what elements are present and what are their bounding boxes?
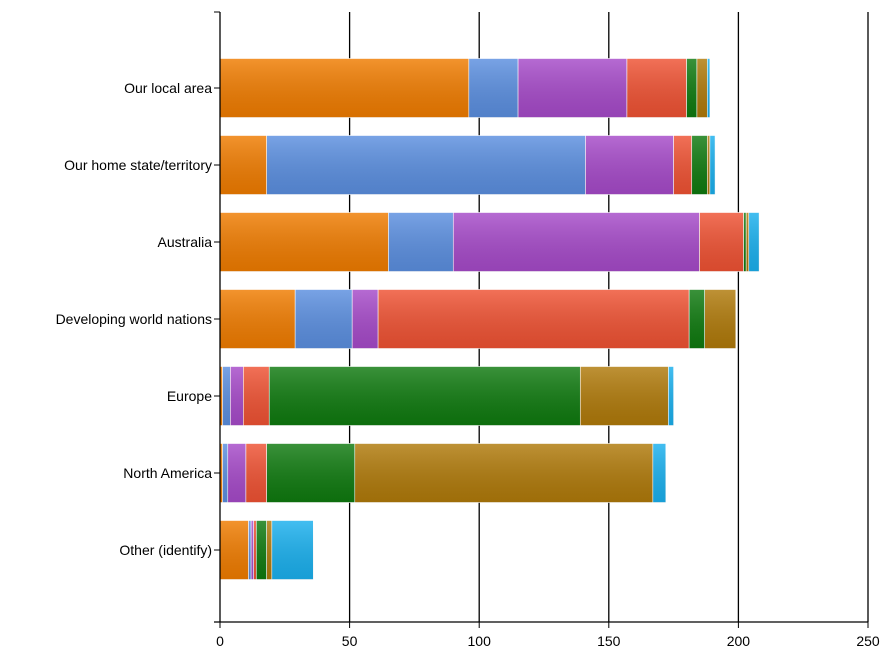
bar-shade-2-5 xyxy=(746,212,749,272)
bar-shade-4-1 xyxy=(222,366,231,426)
category-label: Our local area xyxy=(124,80,212,96)
bar-shade-2-4 xyxy=(743,212,747,272)
bar-shade-4-4 xyxy=(269,366,581,426)
bar-shade-4-3 xyxy=(243,366,270,426)
bar-shade-5-2 xyxy=(227,443,246,503)
bar-shade-3-4 xyxy=(689,289,705,349)
x-tick-label: 100 xyxy=(468,633,492,649)
bar-shade-4-6 xyxy=(668,366,674,426)
bar-shade-6-5 xyxy=(266,520,272,580)
bar-shade-1-0 xyxy=(220,135,267,195)
axes xyxy=(214,11,869,628)
bar-shade-2-2 xyxy=(453,212,700,272)
bar-shade-0-2 xyxy=(518,58,627,118)
bar-shade-4-0 xyxy=(220,366,223,426)
bar-shade-6-2 xyxy=(251,520,254,580)
bar-shade-5-0 xyxy=(220,443,223,503)
bar-shade-6-4 xyxy=(256,520,267,580)
bar-shade-4-5 xyxy=(580,366,669,426)
category-label: Australia xyxy=(158,234,213,250)
bar-shade-0-5 xyxy=(696,58,708,118)
bars xyxy=(219,58,760,580)
bar-shade-6-0 xyxy=(220,520,249,580)
category-label: Our home state/territory xyxy=(64,157,212,173)
bar-shade-0-3 xyxy=(626,58,687,118)
bar-shade-3-1 xyxy=(295,289,353,349)
x-tick-label: 0 xyxy=(216,633,224,649)
bar-shade-2-0 xyxy=(220,212,389,272)
bar-shade-1-1 xyxy=(266,135,586,195)
category-label: North America xyxy=(123,465,212,481)
bar-shade-5-6 xyxy=(652,443,666,503)
bar-shade-0-1 xyxy=(468,58,519,118)
x-tick-label: 200 xyxy=(727,633,751,649)
bar-shade-0-0 xyxy=(220,58,469,118)
bar-shade-5-3 xyxy=(245,443,267,503)
x-tick-label: 50 xyxy=(342,633,358,649)
bar-shade-6-3 xyxy=(253,520,257,580)
bar-shade-1-4 xyxy=(691,135,708,195)
x-tick-label: 250 xyxy=(856,633,880,649)
labels: Our local area Our home state/territory Au… xyxy=(56,80,880,649)
bar-shade-3-0 xyxy=(220,289,296,349)
bar-shade-3-2 xyxy=(352,289,379,349)
bar-shade-1-6 xyxy=(709,135,716,195)
bar-shade-2-1 xyxy=(388,212,454,272)
bar-shade-1-2 xyxy=(585,135,674,195)
category-label: Europe xyxy=(167,388,212,404)
bar-shade-3-3 xyxy=(378,289,690,349)
bar-shade-4-2 xyxy=(230,366,244,426)
bar-shade-0-4 xyxy=(686,58,697,118)
bar-shade-0-6 xyxy=(707,58,710,118)
bar-shade-2-3 xyxy=(699,212,744,272)
bar-shade-2-6 xyxy=(748,212,760,272)
bar-shade-1-5 xyxy=(707,135,710,195)
bar-shade-1-3 xyxy=(673,135,692,195)
bar-shade-6-1 xyxy=(248,520,252,580)
bar-shade-3-5 xyxy=(704,289,736,349)
bar-shade-5-5 xyxy=(354,443,653,503)
x-tick-label: 150 xyxy=(597,633,621,649)
bar-shade-5-4 xyxy=(266,443,355,503)
bar-shade-6-6 xyxy=(271,520,314,580)
bar-shade-5-1 xyxy=(222,443,228,503)
category-label: Developing world nations xyxy=(56,311,212,327)
category-label: Other (identify) xyxy=(119,542,212,558)
